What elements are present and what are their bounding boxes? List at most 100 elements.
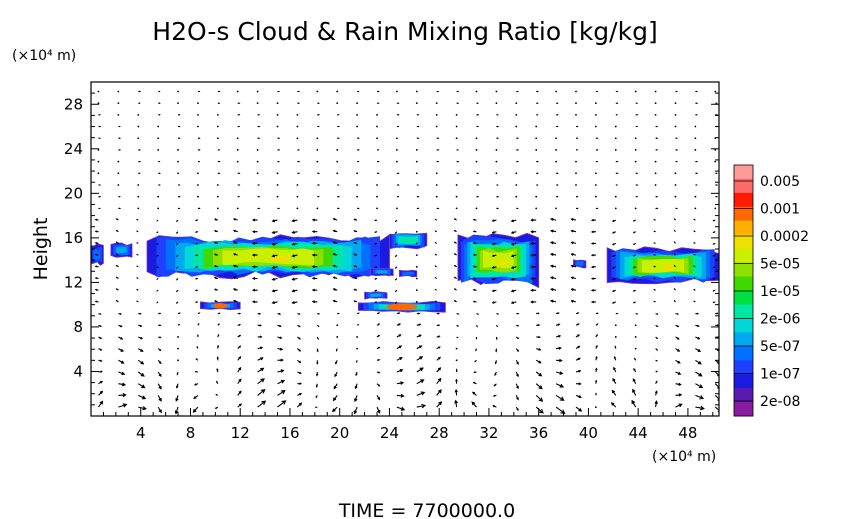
- wind-vector: [515, 383, 519, 390]
- wind-vector: [217, 90, 221, 93]
- wind-vector: [653, 230, 656, 233]
- wind-vector: [232, 288, 238, 291]
- wind-vector: [549, 264, 557, 268]
- wind-vector: [536, 335, 541, 339]
- wind-vector: [197, 195, 199, 198]
- wind-vector: [570, 276, 577, 280]
- wind-vector: [611, 242, 617, 246]
- wind-vector: [475, 160, 478, 163]
- wind-vector: [357, 90, 360, 93]
- wind-vector: [277, 137, 281, 139]
- wind-vector: [556, 346, 562, 350]
- wind-vector: [317, 184, 320, 186]
- wind-vector: [118, 359, 125, 364]
- time-label: TIME = 7700000.0: [338, 500, 515, 519]
- wind-vector: [256, 90, 259, 93]
- wind-vector: [493, 383, 497, 387]
- wind-vector: [472, 288, 477, 292]
- wind-vector: [675, 207, 679, 210]
- wind-vector: [315, 395, 318, 399]
- wind-vector: [632, 277, 636, 280]
- wind-vector: [436, 367, 442, 373]
- wind-vector: [535, 383, 543, 390]
- wind-vector: [516, 149, 519, 151]
- wind-vector: [635, 102, 639, 104]
- wind-vector: [396, 345, 403, 350]
- wind-vector: [216, 184, 219, 186]
- wind-vector: [97, 90, 100, 93]
- wind-vector: [549, 252, 557, 257]
- wind-vector: [337, 137, 340, 139]
- wind-vector: [674, 102, 677, 105]
- wind-vector: [396, 195, 400, 198]
- wind-vector: [356, 113, 359, 116]
- wind-vector: [277, 379, 286, 385]
- wind-vector: [496, 114, 499, 116]
- wind-vector: [291, 289, 298, 293]
- wind-vector: [595, 344, 598, 349]
- wind-vector: [136, 253, 139, 256]
- wind-vector: [377, 149, 380, 151]
- wind-vector: [475, 137, 478, 140]
- wind-vector: [276, 102, 279, 105]
- wind-vector: [376, 371, 381, 374]
- wind-vector: [415, 265, 418, 268]
- wind-vector: [158, 312, 162, 315]
- wind-vector: [97, 160, 100, 163]
- wind-vector: [492, 405, 497, 408]
- wind-vector: [614, 195, 617, 198]
- cloud-contour: [400, 236, 416, 244]
- colorbar-swatch: [734, 220, 753, 236]
- colorbar-swatch: [734, 388, 753, 403]
- cloud-core: [213, 303, 228, 309]
- wind-vector: [434, 230, 437, 233]
- x-unit-label: (×10⁴ m): [652, 449, 716, 465]
- wind-vector: [510, 219, 517, 223]
- y-tick-label: 12: [64, 273, 83, 291]
- wind-vector: [510, 301, 517, 305]
- wind-vector: [94, 242, 99, 245]
- wind-vector: [216, 356, 219, 361]
- wind-vector: [436, 401, 443, 408]
- wind-vector: [695, 184, 698, 186]
- x-tick-label: 40: [579, 424, 598, 442]
- wind-vector: [590, 242, 596, 245]
- wind-vector: [712, 301, 716, 304]
- wind-vector: [277, 336, 283, 340]
- wind-vector: [376, 346, 381, 350]
- wind-vector: [436, 335, 441, 338]
- wind-vector: [291, 277, 298, 281]
- wind-vector: [316, 336, 319, 340]
- wind-vector: [396, 172, 400, 175]
- wind-vector: [355, 360, 358, 364]
- wind-vector: [236, 149, 239, 151]
- wind-vector: [416, 379, 425, 385]
- wind-vector: [257, 324, 262, 327]
- wind-vector: [291, 242, 298, 246]
- wind-vector: [98, 370, 103, 373]
- wind-vector: [194, 219, 198, 222]
- wind-vector: [297, 160, 301, 163]
- wind-vector: [634, 336, 637, 338]
- wind-vector: [496, 313, 500, 315]
- wind-vector: [158, 172, 161, 175]
- wind-vector: [376, 323, 381, 326]
- wind-vector: [216, 207, 219, 210]
- wind-vector: [98, 137, 101, 139]
- wind-vector: [492, 394, 497, 397]
- wind-vector: [176, 301, 179, 304]
- wind-vector: [491, 277, 497, 281]
- wind-vector: [712, 254, 716, 257]
- wind-vector: [138, 172, 141, 175]
- wind-vector: [434, 277, 437, 279]
- wind-vector: [332, 264, 338, 268]
- wind-vector: [177, 359, 179, 362]
- wind-vector: [435, 102, 438, 105]
- wind-vector: [97, 172, 100, 175]
- wind-vector: [611, 389, 617, 396]
- wind-vector: [476, 114, 480, 116]
- wind-vector: [394, 289, 398, 293]
- y-axis-label: Height: [30, 218, 52, 281]
- wind-vector: [435, 172, 438, 175]
- wind-vector: [236, 137, 239, 140]
